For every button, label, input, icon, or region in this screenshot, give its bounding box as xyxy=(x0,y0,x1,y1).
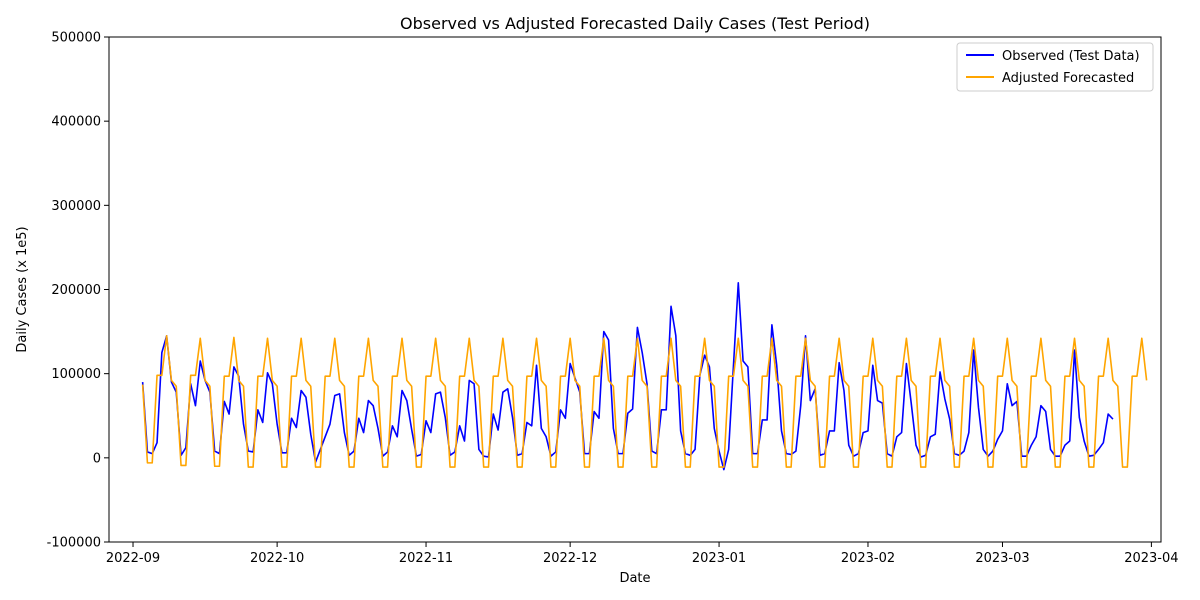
legend-label-observed: Observed (Test Data) xyxy=(1002,49,1140,64)
legend-box xyxy=(956,42,1154,92)
x-tick-label-6: 2023-03 xyxy=(975,551,1029,566)
x-tick-label-1: 2022-10 xyxy=(250,551,304,566)
legend-label-forecast: Adjusted Forecasted xyxy=(1002,71,1134,86)
y-axis: -100000 0 100000 200000 300000 400000 500000 xyxy=(47,31,109,551)
x-tick-label-7: 2023-04 xyxy=(1124,551,1178,566)
legend: Observed (Test Data) Adjusted Forecasted xyxy=(956,42,1154,92)
x-tick-label-2: 2022-11 xyxy=(399,551,453,566)
y-tick-label-3: 200000 xyxy=(51,283,101,298)
y-tick-label-4: 300000 xyxy=(51,199,101,214)
y-tick-label-1: 0 xyxy=(93,451,101,466)
x-axis-title: Date xyxy=(619,571,650,586)
series-line-forecast xyxy=(141,334,1148,468)
y-axis-title: Daily Cases (x 1e5) xyxy=(15,226,30,352)
series-layer xyxy=(141,281,1148,471)
x-tick-label-5: 2023-02 xyxy=(841,551,895,566)
plot-frame xyxy=(108,36,1162,543)
y-tick-label-5: 400000 xyxy=(51,115,101,130)
y-tick-label-0: -100000 xyxy=(47,536,101,551)
x-tick-label-3: 2022-12 xyxy=(543,551,597,566)
x-tick-label-0: 2022-09 xyxy=(106,551,160,566)
x-tick-label-4: 2023-01 xyxy=(692,551,746,566)
y-tick-label-2: 100000 xyxy=(51,367,101,382)
chart-title: Observed vs Adjusted Forecasted Daily Ca… xyxy=(400,14,870,33)
y-tick-label-6: 500000 xyxy=(51,31,101,46)
x-axis: 2022-09 2022-10 2022-11 2022-12 2023-01 2023-… xyxy=(106,542,1179,566)
series-line-observed xyxy=(141,281,1114,471)
